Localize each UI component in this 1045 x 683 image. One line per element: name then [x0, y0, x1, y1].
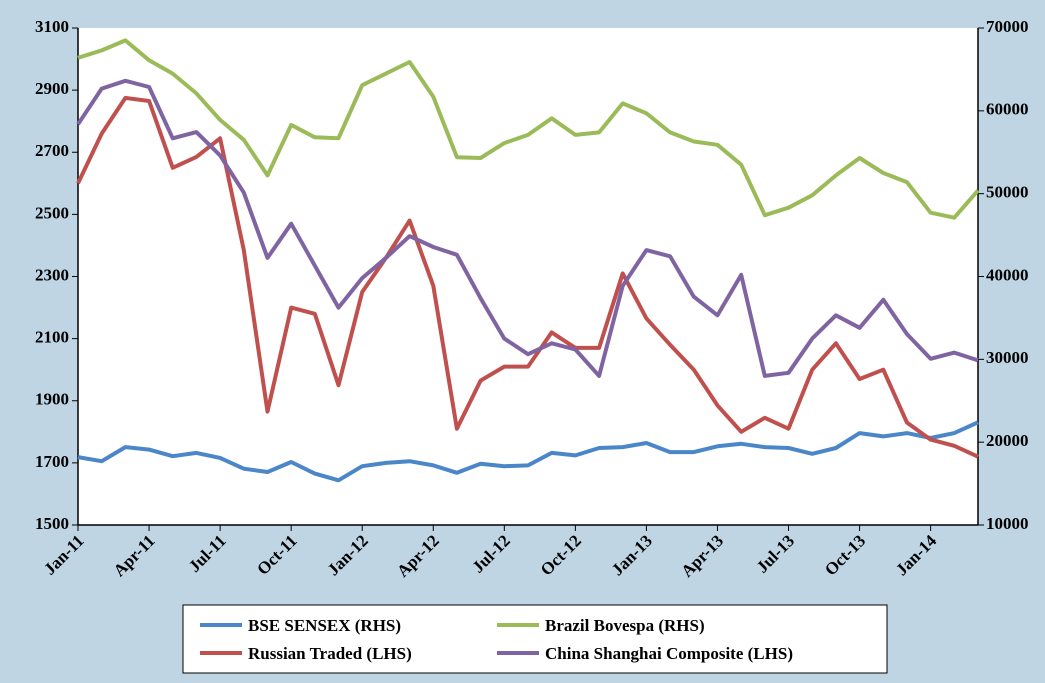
series-line — [76, 95, 979, 459]
y2-tick-label: 50000 — [986, 183, 1029, 202]
y2-tick-label: 10000 — [986, 514, 1029, 533]
y-tick-label: 2700 — [35, 141, 69, 160]
y-tick-label: 1500 — [35, 514, 69, 533]
y-tick-label: 2300 — [35, 265, 69, 284]
x-tick-label: Apr-11 — [110, 531, 159, 580]
legend-label: Russian Traded (LHS) — [248, 644, 412, 663]
series-line — [77, 420, 979, 483]
x-tick-label: Jul-11 — [185, 531, 230, 576]
y-tick-label: 2500 — [35, 203, 69, 222]
legend-box — [182, 604, 888, 674]
x-tick-label: Oct-13 — [821, 531, 869, 579]
x-tick-label: Jan-14 — [892, 531, 941, 580]
x-tick-label: Jul-13 — [753, 531, 798, 576]
series-line — [76, 78, 979, 378]
x-tick-label: Apr-12 — [393, 531, 443, 581]
y-tick-label: 1700 — [35, 452, 69, 471]
y2-tick-label: 40000 — [986, 265, 1029, 284]
legend-label: China Shanghai Composite (LHS) — [545, 644, 793, 663]
x-tick-label: Jan-12 — [324, 531, 372, 579]
x-tick-label: Jan-11 — [40, 531, 88, 579]
legend-label: Brazil Bovespa (RHS) — [545, 616, 705, 635]
y-tick-label: 2900 — [35, 79, 69, 98]
x-tick-label: Oct-12 — [537, 531, 585, 579]
y2-tick-label: 20000 — [986, 431, 1029, 450]
series-line — [77, 38, 980, 220]
y-tick-label: 3100 — [35, 17, 69, 36]
y-tick-label: 2100 — [35, 328, 69, 347]
plot-area — [78, 28, 978, 525]
x-tick-label: Jul-12 — [468, 531, 513, 576]
y2-tick-label: 70000 — [986, 17, 1029, 36]
y-tick-label: 1900 — [35, 390, 69, 409]
y2-tick-label: 30000 — [986, 348, 1029, 367]
x-tick-label: Oct-11 — [253, 531, 300, 578]
x-tick-label: Apr-13 — [677, 531, 727, 581]
y2-tick-label: 60000 — [986, 100, 1029, 119]
x-tick-label: Jan-13 — [608, 531, 656, 579]
legend-label: BSE SENSEX (RHS) — [248, 616, 401, 635]
